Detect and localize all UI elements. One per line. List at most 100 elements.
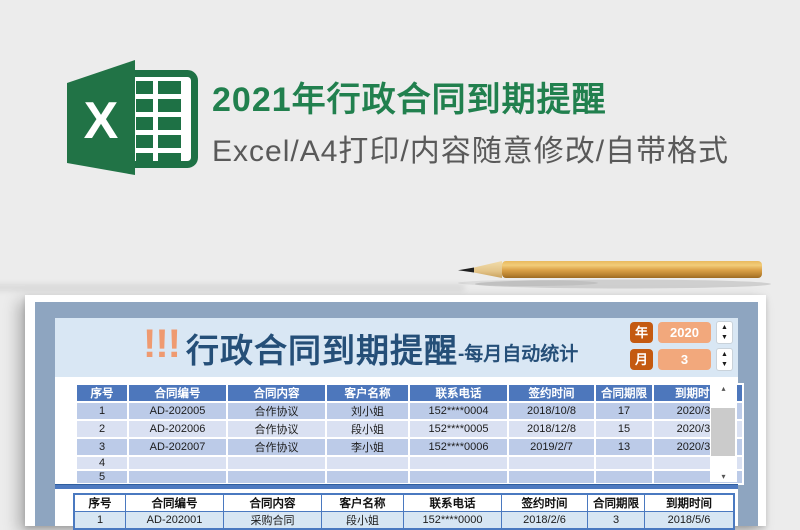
sheet-title-suffix: -每月自动统计 [457, 344, 579, 365]
cell[interactable]: 15 [594, 419, 654, 439]
table-row: 1 AD-202005 合作协议 刘小姐 152****0004 2018/10/8 17 2… [75, 401, 744, 421]
header-row: 序号 合同编号 合同内容 客户名称 联系电话 签约时间 合同期限 到期时间 [73, 493, 735, 512]
upper-contract-table: 序号 合同编号 合同内容 客户名称 联系电话 签约时间 合同期限 到期时间 1 AD-20200… [75, 383, 744, 485]
cell[interactable]: 3 [75, 437, 129, 457]
spreadsheet-preview-card: !!! 行政合同到期提醒 -每月自动统计 年 2020 ▲ ▼ 月 3 [25, 295, 766, 530]
sheet-content: !!! 行政合同到期提醒 -每月自动统计 年 2020 ▲ ▼ 月 3 [55, 318, 744, 530]
column-header: 签约时间 [501, 493, 588, 512]
cell[interactable] [408, 469, 509, 485]
cell[interactable] [408, 455, 509, 471]
cell[interactable] [325, 469, 410, 485]
scrollbar-down-icon[interactable]: ▾ [721, 472, 726, 481]
spinner-down-icon[interactable]: ▼ [721, 334, 728, 341]
year-control-row: 年 2020 ▲ ▼ [630, 321, 733, 344]
table-separator-bar [55, 484, 738, 489]
month-label: 月 [630, 349, 653, 370]
cell[interactable]: 17 [594, 401, 654, 421]
cell[interactable]: 段小姐 [325, 419, 410, 439]
sheet-title: 行政合同到期提醒 [185, 331, 458, 369]
spinner-down-icon[interactable]: ▼ [721, 361, 728, 368]
cell[interactable]: 13 [594, 437, 654, 457]
excel-logo-icon: X [67, 60, 198, 175]
cell[interactable] [594, 469, 654, 485]
cell[interactable] [507, 455, 596, 471]
cell[interactable] [507, 469, 596, 485]
cell[interactable]: 段小姐 [321, 511, 404, 530]
scrollbar-thumb[interactable] [711, 408, 735, 456]
table-row: 2 AD-202006 合作协议 段小姐 152****0005 2018/12/8 15 2… [75, 419, 744, 439]
column-header: 联系电话 [403, 493, 502, 512]
year-spinner[interactable]: ▲ ▼ [716, 321, 733, 344]
column-header: 客户名称 [325, 383, 410, 403]
period-controls: 年 2020 ▲ ▼ 月 3 ▲ ▼ [630, 321, 733, 375]
cell[interactable]: 152****0004 [408, 401, 509, 421]
column-header: 合同期限 [587, 493, 645, 512]
year-input[interactable]: 2020 [658, 322, 711, 343]
cell[interactable] [127, 469, 228, 485]
cell[interactable]: 2018/10/8 [507, 401, 596, 421]
spinner-up-icon[interactable]: ▲ [721, 324, 728, 331]
vertical-scrollbar[interactable]: ▴ ▾ [710, 383, 737, 482]
cell[interactable]: 2018/12/8 [507, 419, 596, 439]
lower-table-container: 序号 合同编号 合同内容 客户名称 联系电话 签约时间 合同期限 到期时间 1 AD-20200… [73, 493, 735, 530]
cell[interactable]: 2018/5/6 [644, 511, 735, 530]
cell[interactable]: 5 [75, 469, 129, 485]
column-header: 合同内容 [223, 493, 322, 512]
table-row: 1 AD-202001 采购合同 段小姐 152****0000 2018/2/6 3 201… [73, 511, 735, 530]
column-header: 合同编号 [125, 493, 224, 512]
cell[interactable] [226, 455, 327, 471]
lower-contract-table: 序号 合同编号 合同内容 客户名称 联系电话 签约时间 合同期限 到期时间 1 AD-20200… [73, 493, 735, 530]
month-input[interactable]: 3 [658, 349, 711, 370]
column-header: 联系电话 [408, 383, 509, 403]
table-row: 4 [75, 455, 744, 471]
cell[interactable]: 合作协议 [226, 401, 327, 421]
column-header: 序号 [73, 493, 126, 512]
cell[interactable]: AD-202001 [125, 511, 224, 530]
month-spinner[interactable]: ▲ ▼ [716, 348, 733, 371]
hero-subtitle: Excel/A4打印/内容随意修改/自带格式 [212, 135, 730, 168]
cell[interactable] [594, 455, 654, 471]
card-frame-band: !!! 行政合同到期提醒 -每月自动统计 年 2020 ▲ ▼ 月 3 [35, 302, 758, 530]
card-shadow [0, 284, 465, 291]
column-header: 客户名称 [321, 493, 404, 512]
cell[interactable]: 李小姐 [325, 437, 410, 457]
cell[interactable]: 合作协议 [226, 437, 327, 457]
cell[interactable]: AD-202005 [127, 401, 228, 421]
column-header: 合同期限 [594, 383, 654, 403]
sheet-title-band: !!! 行政合同到期提醒 -每月自动统计 年 2020 ▲ ▼ 月 3 [55, 318, 738, 377]
cell[interactable] [127, 455, 228, 471]
cell[interactable]: AD-202006 [127, 419, 228, 439]
column-header: 到期时间 [644, 493, 735, 512]
cell[interactable]: 152****0005 [408, 419, 509, 439]
cell[interactable] [325, 455, 410, 471]
cell[interactable]: 4 [75, 455, 129, 471]
binder-bars-icon: !!! [143, 322, 181, 366]
cell[interactable]: 152****0000 [403, 511, 502, 530]
spinner-up-icon[interactable]: ▲ [721, 351, 728, 358]
year-label: 年 [630, 322, 653, 343]
cell[interactable]: 2 [75, 419, 129, 439]
column-header: 签约时间 [507, 383, 596, 403]
upper-table-container: 序号 合同编号 合同内容 客户名称 联系电话 签约时间 合同期限 到期时间 1 AD-20200… [75, 383, 744, 485]
table-row: 5 [75, 469, 744, 485]
hero-title: 2021年行政合同到期提醒 [212, 81, 607, 119]
cell[interactable]: 1 [75, 401, 129, 421]
table-row: 3 AD-202007 合作协议 李小姐 152****0006 2019/2/7 13 20… [75, 437, 744, 457]
cell[interactable]: 2019/2/7 [507, 437, 596, 457]
scrollbar-up-icon[interactable]: ▴ [721, 384, 726, 393]
cell[interactable]: 2018/2/6 [501, 511, 588, 530]
cell[interactable]: 合作协议 [226, 419, 327, 439]
cell[interactable]: 152****0006 [408, 437, 509, 457]
column-header: 序号 [75, 383, 129, 403]
cell[interactable]: AD-202007 [127, 437, 228, 457]
column-header: 合同内容 [226, 383, 327, 403]
cell[interactable]: 3 [587, 511, 645, 530]
pencil-image [458, 261, 771, 289]
cell[interactable] [226, 469, 327, 485]
month-control-row: 月 3 ▲ ▼ [630, 348, 733, 371]
cell[interactable]: 采购合同 [223, 511, 322, 530]
cell[interactable]: 1 [73, 511, 126, 530]
column-header: 合同编号 [127, 383, 228, 403]
cell[interactable]: 刘小姐 [325, 401, 410, 421]
